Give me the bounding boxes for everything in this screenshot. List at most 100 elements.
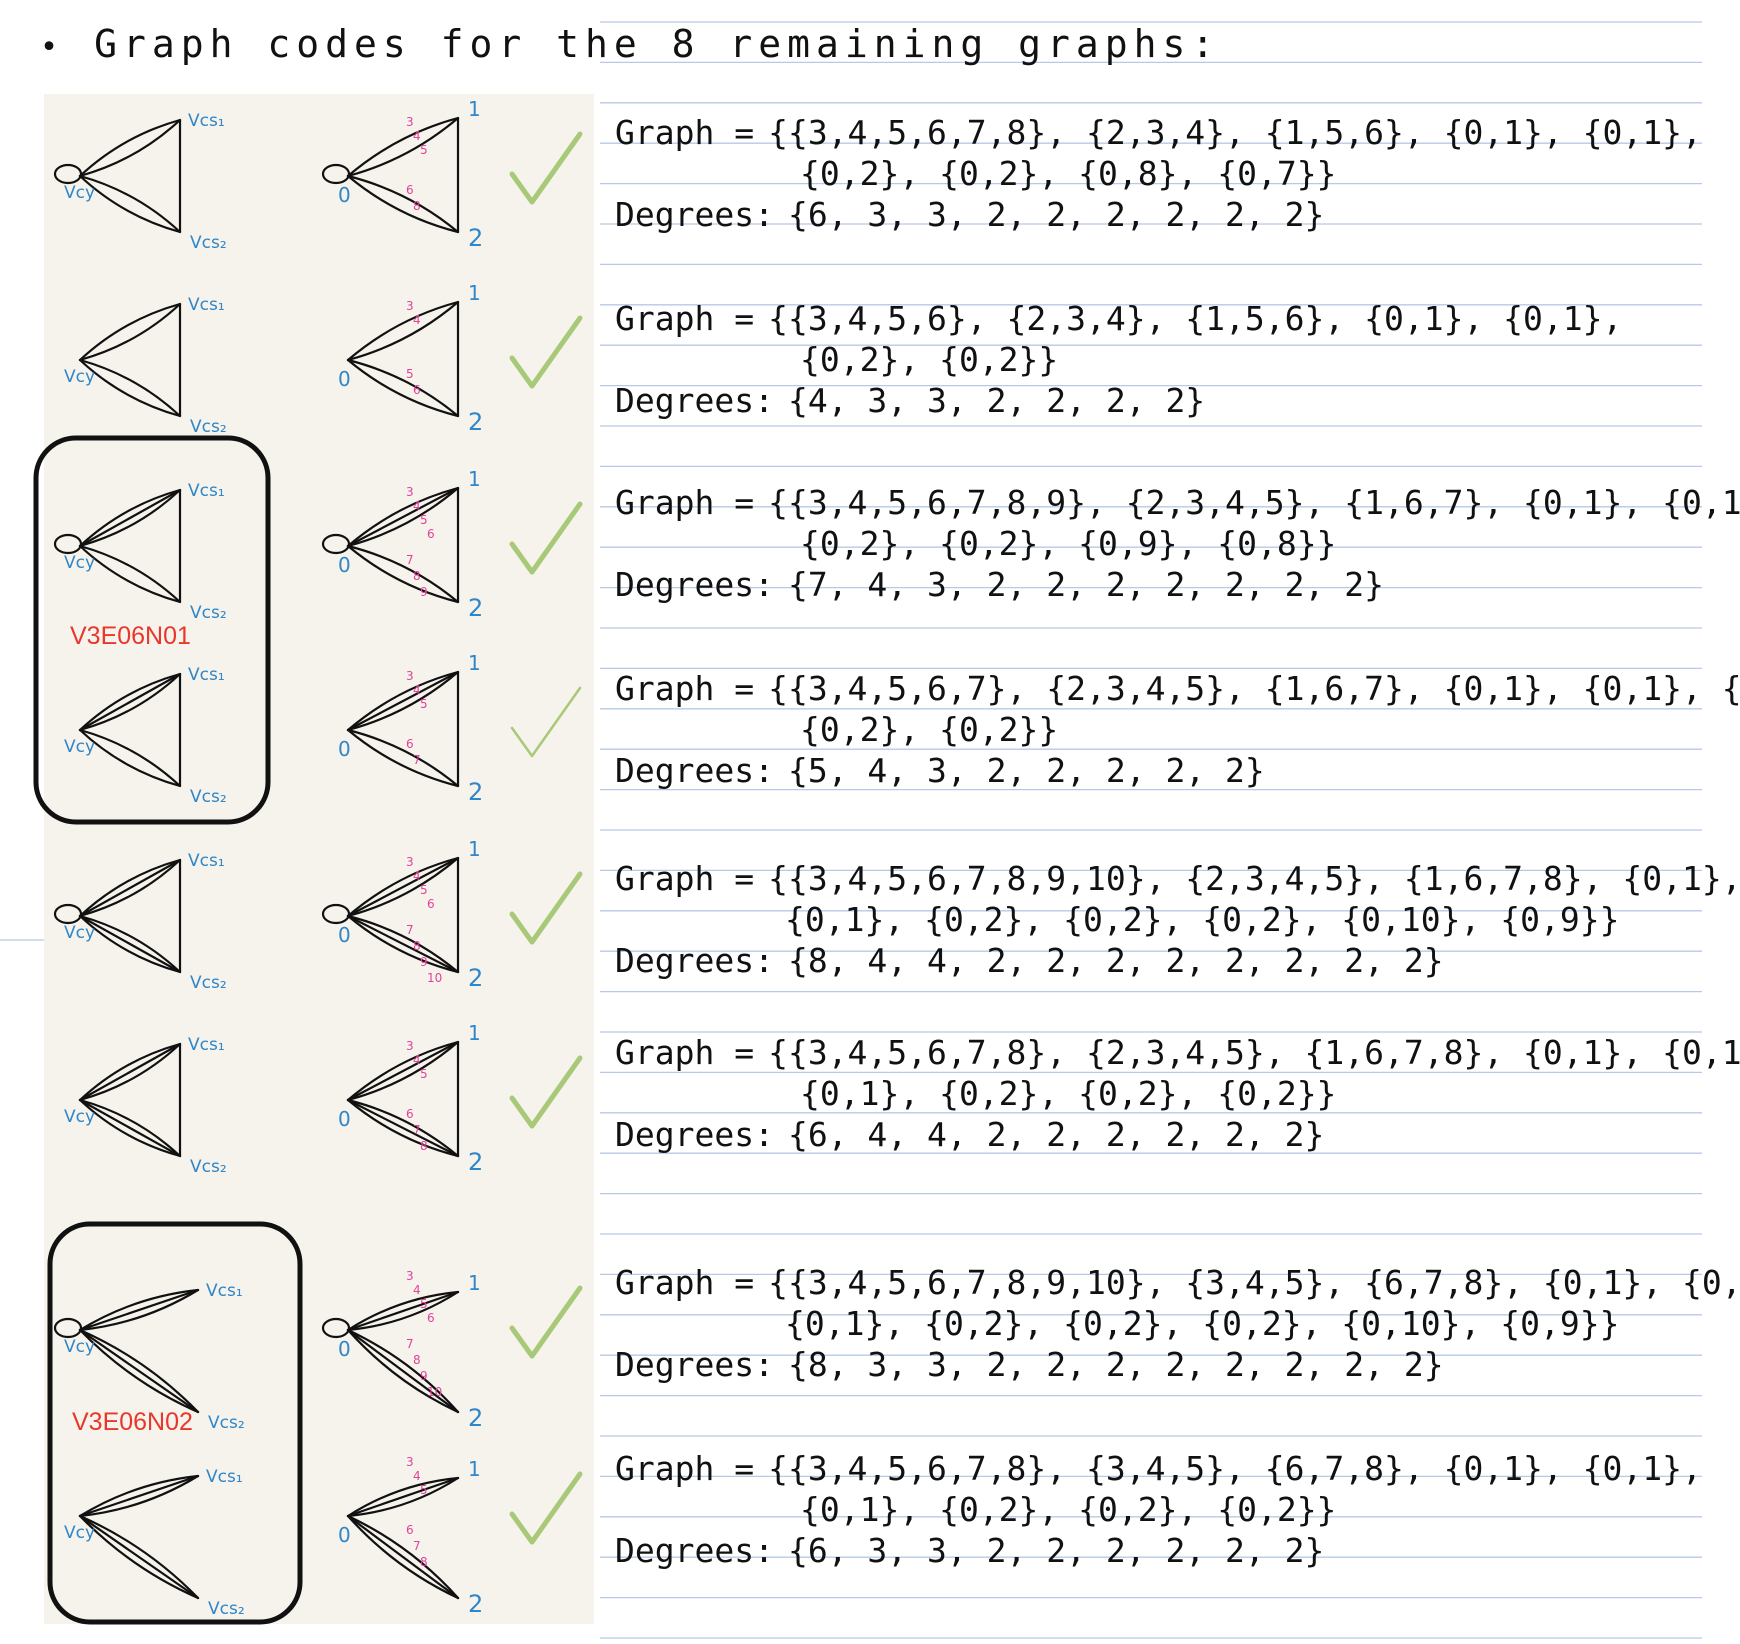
right-edge [346, 1514, 460, 1600]
group-box-1 [33, 435, 271, 825]
graph-row-4: Vcs₁ Vcs₂ Vcy 0 1 2 345 6 7 [64, 651, 582, 807]
graph-entry-1: Graph = {{3,4,5,6,7,8}, {2,3,4}, {1,5,6},… [615, 112, 1730, 235]
left-edge [78, 728, 182, 788]
edge-label: 7 [406, 923, 414, 937]
checkmark-icon [509, 315, 583, 389]
left-loop [53, 533, 83, 555]
left-edge [78, 302, 182, 362]
graph-label: Graph = [615, 1449, 755, 1488]
graph-code-continued: {0,2}, {0,2}, {0,8}, {0,7}} [800, 154, 1337, 193]
vertex-label-cs1: Vcs₁ [188, 111, 225, 131]
left-edge [78, 1042, 182, 1102]
vertex-label-cs2: Vcs₂ [190, 1157, 227, 1177]
checkmark-icon [509, 501, 583, 575]
edge-label: 3 [406, 1455, 414, 1469]
vertex-label-cs1: Vcs₁ [206, 1281, 243, 1301]
vertex-label-cy: Vcy [64, 923, 95, 943]
left-edge [78, 1288, 200, 1332]
group-box-2 [47, 1221, 303, 1625]
right-edge [346, 670, 460, 732]
right-edge [346, 486, 460, 548]
edge-label: 7 [413, 1539, 421, 1553]
edge-label: 8 [413, 939, 421, 953]
right-edge [346, 1290, 460, 1332]
node-label-2: 2 [468, 1148, 483, 1176]
degrees-value: {4, 3, 3, 2, 2, 2, 2} [787, 381, 1206, 420]
right-edge [346, 174, 460, 234]
graph-code: {{3,4,5,6,7}, {2,3,4,5}, {1,6,7}, {0,1},… [768, 669, 1740, 708]
graph-code-continued: {0,2}, {0,2}} [800, 710, 1059, 749]
edge-label: 6 [413, 383, 421, 397]
checkmark-icon [510, 686, 582, 758]
right-edge [346, 1514, 460, 1600]
checkmark-icon [509, 871, 583, 945]
graph-code-continued: {0,1}, {0,2}, {0,2}, {0,2}, {0,10}, {0,9… [785, 900, 1620, 939]
vertex-label-cs2: Vcs₂ [208, 1413, 245, 1433]
edge-label: 4 [413, 1053, 421, 1067]
left-edge [78, 1098, 182, 1158]
right-edge [346, 856, 460, 918]
left-edge [78, 488, 182, 548]
left-edge [78, 672, 182, 732]
right-loop [321, 533, 351, 555]
vertex-label-cy: Vcy [64, 1107, 95, 1127]
graph-code-continued: {0,1}, {0,2}, {0,2}, {0,2}} [800, 1074, 1337, 1113]
heading-text: Graph codes for the 8 remaining graphs: [94, 22, 1221, 66]
graph-code-continued: {0,1}, {0,2}, {0,2}, {0,2}, {0,10}, {0,9… [785, 1304, 1620, 1343]
vertex-label-cy: Vcy [64, 1337, 95, 1357]
node-label-0: 0 [338, 183, 351, 207]
edge-label: 7 [406, 1337, 414, 1351]
vertex-label-cs1: Vcs₁ [188, 1035, 225, 1055]
right-edge [346, 358, 460, 418]
edge-label: 8 [413, 1353, 421, 1367]
node-label-0: 0 [338, 1523, 351, 1547]
left-edge [78, 1288, 200, 1332]
left-edge [78, 358, 182, 418]
graph-entry-5: Graph = {{3,4,5,6,7,8,9,10}, {2,3,4,5}, {… [615, 858, 1740, 981]
node-label-1: 1 [468, 837, 481, 861]
node-label-1: 1 [468, 97, 481, 121]
left-edge [78, 118, 182, 178]
edge-label: 7 [413, 753, 421, 767]
left-edge [78, 1514, 200, 1600]
left-edge [78, 358, 182, 418]
vertex-label-cs2: Vcs₂ [190, 973, 227, 993]
node-label-1: 1 [468, 651, 481, 675]
group-code-2: V3E06N02 [72, 1408, 193, 1436]
edge-label: 5 [420, 697, 428, 711]
graph-code: {{3,4,5,6,7,8,9,10}, {2,3,4,5}, {1,6,7,8… [768, 859, 1740, 898]
graph-row-6: Vcs₁ Vcs₂ Vcy 0 1 2 345 6 7 8 [64, 1021, 583, 1177]
graph-code: {{3,4,5,6,7,8}, {2,3,4}, {1,5,6}, {0,1},… [768, 113, 1702, 152]
right-edge [346, 1476, 460, 1518]
edge-label: 4 [413, 869, 421, 883]
vertex-label-cy: Vcy [64, 183, 95, 203]
graph-entry-7: Graph = {{3,4,5,6,7,8,9,10}, {3,4,5}, {6,… [615, 1262, 1740, 1385]
left-loop [53, 903, 83, 925]
degrees-label: Degrees: [615, 1531, 774, 1570]
left-edge [78, 1042, 182, 1102]
right-edge [346, 856, 460, 918]
edge-label: 3 [406, 485, 414, 499]
node-label-1: 1 [468, 1021, 481, 1045]
degrees-value: {8, 3, 3, 2, 2, 2, 2, 2, 2, 2, 2} [787, 1345, 1444, 1384]
right-edge [346, 1514, 460, 1600]
graph-row-1: Vcs₁ Vcs₂ Vcy 0 1 2 345 6 8 [53, 97, 583, 253]
graph-code-continued: {0,2}, {0,2}, {0,9}, {0,8}} [800, 524, 1337, 563]
bullet: • [40, 30, 65, 65]
edge-label: 10 [427, 971, 442, 985]
graph-label: Graph = [615, 299, 755, 338]
graph-code: {{3,4,5,6,7,8,9,10}, {3,4,5}, {6,7,8}, {… [768, 1263, 1740, 1302]
left-edge [78, 1328, 200, 1414]
right-edge [346, 116, 460, 178]
graph-code-continued: {0,1}, {0,2}, {0,2}, {0,2}} [800, 1490, 1337, 1529]
edge-label: 5 [420, 513, 428, 527]
left-edge [78, 1328, 200, 1414]
edge-label: 3 [406, 1039, 414, 1053]
edge-label: 3 [406, 669, 414, 683]
left-edge [78, 728, 182, 788]
graph-code: {{3,4,5,6,7,8,9}, {2,3,4,5}, {1,6,7}, {0… [768, 483, 1740, 522]
right-edge [346, 486, 460, 548]
right-edge [346, 728, 460, 788]
